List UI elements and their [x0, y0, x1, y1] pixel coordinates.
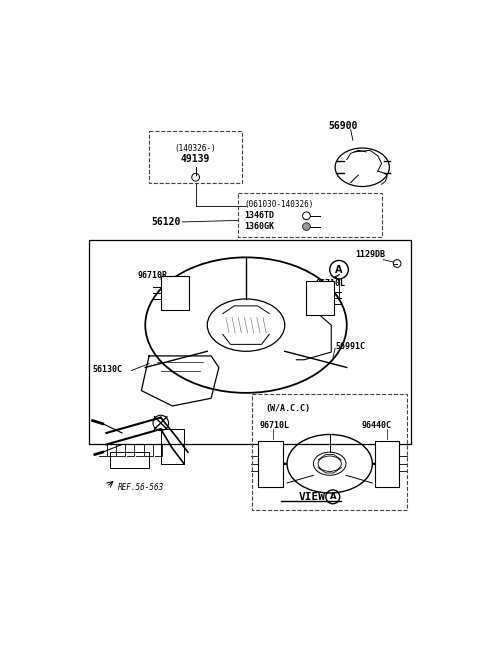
Text: (140326-): (140326-) — [175, 144, 216, 153]
Bar — [161, 276, 189, 310]
Bar — [258, 441, 283, 487]
Text: A: A — [330, 493, 336, 501]
Text: 96440C: 96440C — [361, 420, 391, 430]
Text: 56900: 56900 — [328, 121, 358, 131]
Text: 56991C: 56991C — [335, 342, 365, 351]
Circle shape — [302, 222, 311, 230]
Text: 96710L: 96710L — [260, 420, 290, 430]
Text: (061030-140326): (061030-140326) — [244, 201, 314, 209]
Text: 1360GK: 1360GK — [244, 222, 275, 231]
Text: 49139: 49139 — [181, 154, 210, 164]
Bar — [238, 193, 382, 237]
Text: A: A — [335, 264, 343, 275]
Text: (W/A.C.C): (W/A.C.C) — [265, 404, 311, 413]
Bar — [306, 281, 334, 315]
Text: 1346TD: 1346TD — [244, 211, 275, 220]
Bar — [375, 441, 399, 487]
Bar — [161, 429, 184, 464]
Bar — [110, 452, 149, 468]
Text: 96710R: 96710R — [137, 270, 168, 279]
Bar — [252, 394, 407, 510]
Text: 1129DB: 1129DB — [355, 250, 385, 258]
Text: 56130C: 56130C — [93, 365, 122, 375]
Bar — [149, 131, 242, 184]
Text: VIEW: VIEW — [299, 492, 325, 502]
Bar — [89, 240, 411, 445]
Text: REF.56-563: REF.56-563 — [118, 483, 164, 492]
Text: 96710L: 96710L — [316, 279, 346, 288]
Text: 56120: 56120 — [152, 217, 181, 227]
